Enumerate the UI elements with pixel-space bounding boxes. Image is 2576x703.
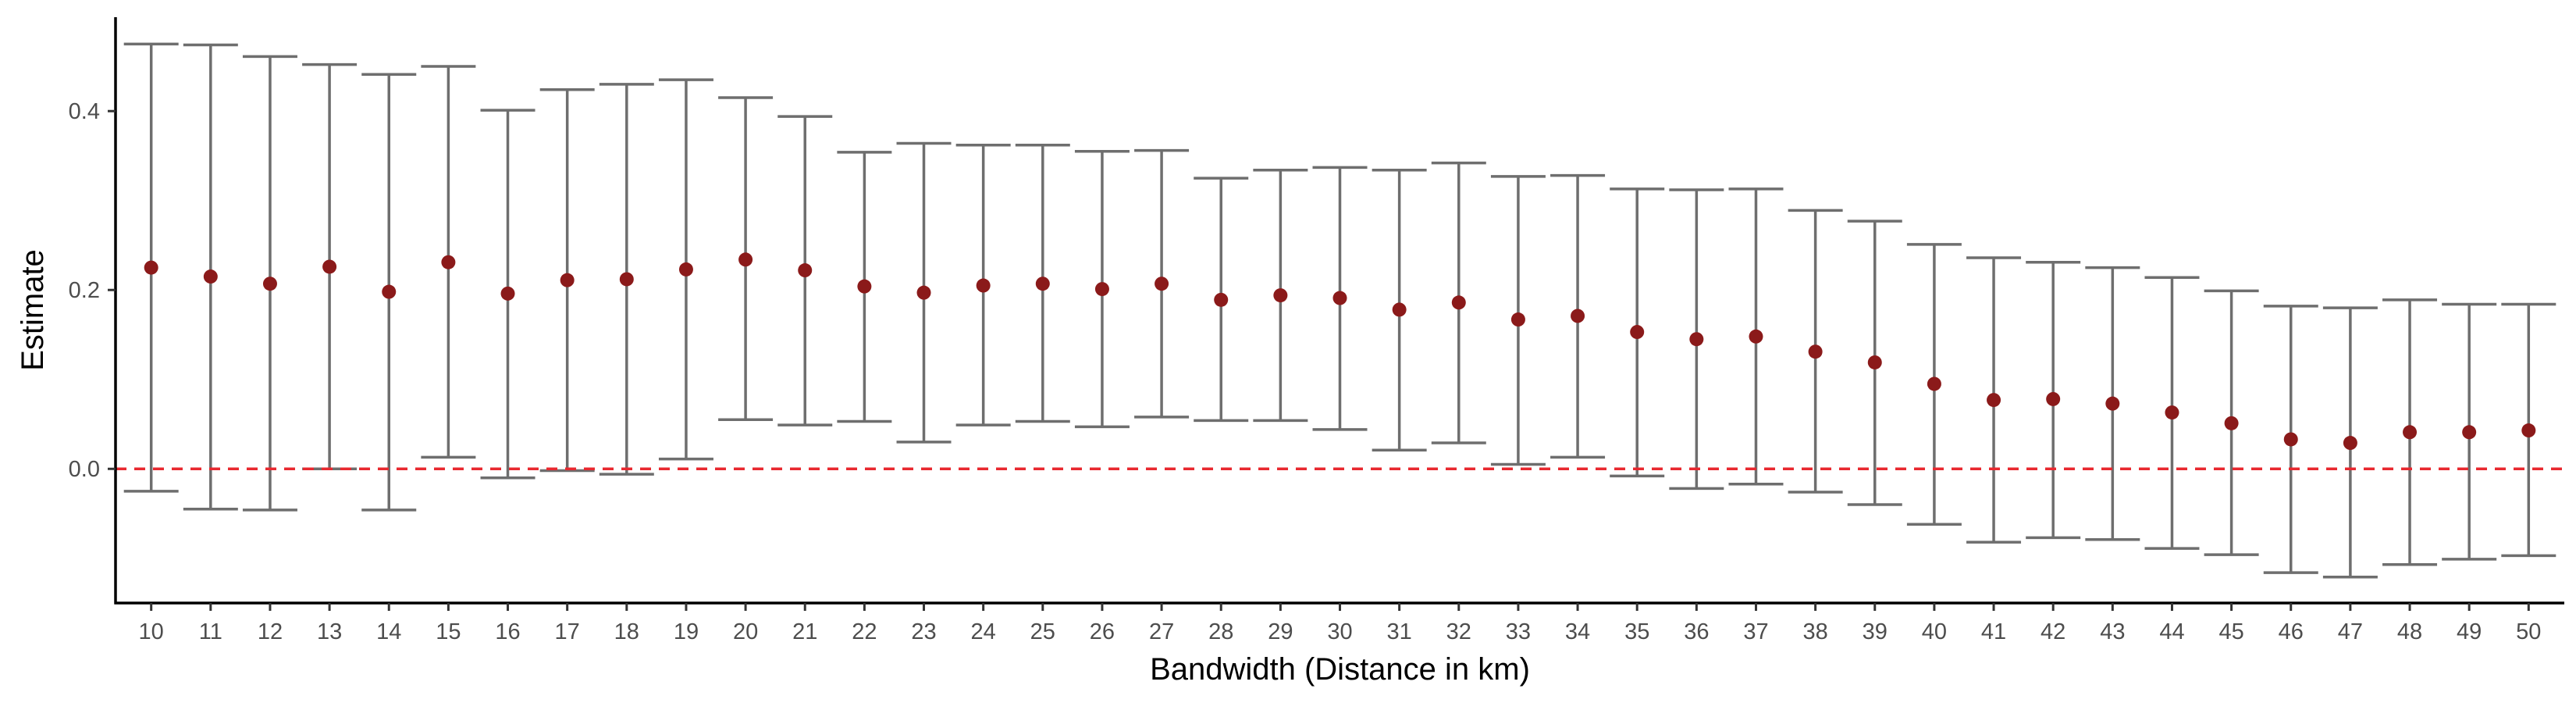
x-tick-label-35: 35 [1624, 619, 1649, 644]
point-29 [1273, 288, 1288, 303]
point-26 [1094, 282, 1109, 297]
point-27 [1155, 277, 1169, 291]
y-ticks: 0.0 0.2 0.4 [69, 99, 116, 482]
x-tick-label-36: 36 [1684, 619, 1709, 644]
point-28 [1214, 292, 1229, 307]
x-tick-label-45: 45 [2218, 619, 2243, 644]
x-tick-label-23: 23 [911, 619, 936, 644]
x-tick-label-44: 44 [2159, 619, 2184, 644]
x-tick-label-30: 30 [1327, 619, 1352, 644]
x-tick-label-20: 20 [733, 619, 758, 644]
point-20 [738, 252, 753, 267]
point-39 [1867, 355, 1882, 369]
x-tick-label-28: 28 [1208, 619, 1233, 644]
x-tick-label-16: 16 [495, 619, 520, 644]
x-tick-label-39: 39 [1863, 619, 1888, 644]
x-tick-label-46: 46 [2279, 619, 2304, 644]
x-tick-label-14: 14 [376, 619, 401, 644]
point-45 [2224, 416, 2239, 430]
x-tick-label-33: 33 [1506, 619, 1531, 644]
x-tick-label-11: 11 [199, 619, 222, 644]
x-tick-label-42: 42 [2041, 619, 2065, 644]
x-axis-title: Bandwidth (Distance in km) [1150, 652, 1530, 687]
y-tick-label-2: 0.4 [69, 99, 100, 124]
point-25 [1035, 277, 1050, 291]
point-15 [441, 255, 456, 269]
point-41 [1987, 393, 2001, 408]
point-49 [2462, 425, 2477, 440]
point-18 [619, 272, 634, 287]
point-13 [322, 259, 337, 274]
point-14 [382, 284, 397, 299]
x-tick-label-41: 41 [1981, 619, 2006, 644]
x-tick-label-26: 26 [1090, 619, 1115, 644]
point-12 [262, 277, 277, 291]
x-tick-label-15: 15 [436, 619, 461, 644]
point-23 [916, 285, 931, 300]
x-tick-label-29: 29 [1268, 619, 1293, 644]
x-tick-label-32: 32 [1446, 619, 1471, 644]
point-34 [1571, 309, 1585, 323]
x-ticks: 10 11 12 13 14 15 16 17 18 19 20 21 22 23 24 25 26 27 28 29… [139, 603, 2541, 644]
x-tick-label-27: 27 [1149, 619, 1174, 644]
x-tick-label-37: 37 [1743, 619, 1768, 644]
points-layer [144, 252, 2536, 451]
x-tick-label-21: 21 [792, 619, 817, 644]
x-tick-label-10: 10 [139, 619, 164, 644]
x-tick-label-47: 47 [2338, 619, 2363, 644]
x-tick-label-12: 12 [258, 619, 283, 644]
x-tick-label-31: 31 [1387, 619, 1412, 644]
point-37 [1749, 329, 1763, 344]
point-32 [1451, 295, 1466, 310]
x-tick-label-25: 25 [1030, 619, 1055, 644]
point-21 [798, 263, 813, 278]
x-tick-label-34: 34 [1565, 619, 1590, 644]
point-46 [2283, 432, 2298, 447]
point-24 [976, 278, 991, 293]
point-38 [1808, 344, 1823, 359]
point-16 [500, 286, 515, 301]
point-48 [2403, 425, 2418, 440]
point-31 [1392, 302, 1407, 317]
x-tick-label-18: 18 [614, 619, 639, 644]
x-tick-label-49: 49 [2457, 619, 2482, 644]
point-22 [857, 279, 872, 294]
x-tick-label-38: 38 [1802, 619, 1827, 644]
x-tick-label-40: 40 [1922, 619, 1947, 644]
x-tick-label-19: 19 [674, 619, 699, 644]
x-tick-label-22: 22 [852, 619, 877, 644]
x-tick-label-43: 43 [2100, 619, 2125, 644]
point-30 [1332, 291, 1347, 305]
y-axis-title: Estimate [16, 249, 50, 371]
x-tick-label-17: 17 [555, 619, 580, 644]
point-10 [144, 260, 158, 275]
y-tick-label-0: 0.0 [69, 457, 100, 482]
point-35 [1630, 325, 1645, 340]
point-42 [2046, 391, 2061, 406]
point-44 [2165, 405, 2179, 420]
x-tick-label-13: 13 [317, 619, 342, 644]
point-33 [1510, 312, 1525, 327]
x-tick-label-50: 50 [2516, 619, 2541, 644]
point-19 [678, 262, 693, 277]
y-tick-label-1: 0.2 [69, 278, 100, 303]
point-40 [1927, 376, 1941, 391]
point-50 [2521, 423, 2536, 438]
point-47 [2343, 436, 2357, 451]
x-tick-label-48: 48 [2397, 619, 2422, 644]
x-tick-label-24: 24 [971, 619, 996, 644]
point-11 [203, 269, 218, 284]
point-43 [2105, 396, 2120, 411]
errorbars-layer [123, 42, 2556, 579]
point-36 [1689, 332, 1704, 347]
point-17 [560, 273, 575, 287]
